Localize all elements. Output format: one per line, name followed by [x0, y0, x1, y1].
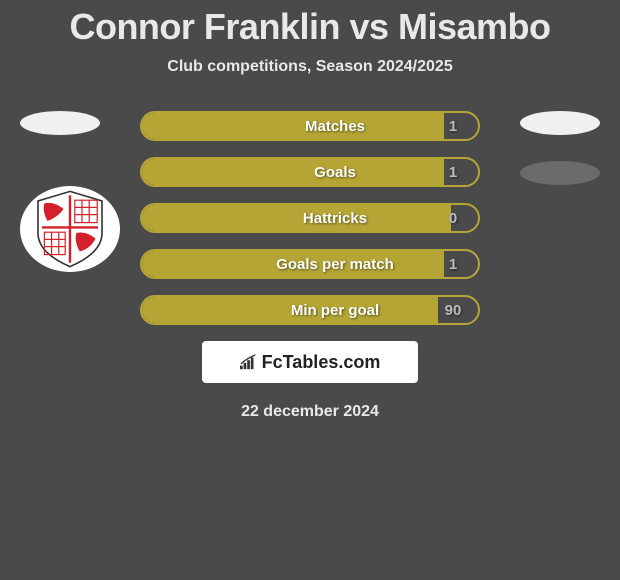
brand-icon: [240, 354, 258, 370]
stat-value: 1: [428, 256, 478, 273]
page-title: Connor Franklin vs Misambo: [0, 0, 620, 48]
stat-bar-2: Hattricks0: [140, 203, 480, 233]
stat-label: Hattricks: [142, 210, 428, 227]
stat-value: 1: [428, 164, 478, 181]
stat-value: 90: [428, 302, 478, 319]
stat-value: 1: [428, 118, 478, 135]
player-left-avatar-1: [20, 111, 100, 135]
stat-label: Goals: [142, 164, 428, 181]
player-right-avatar-1: [520, 111, 600, 135]
stat-label: Min per goal: [142, 302, 428, 319]
team-shield: [28, 189, 112, 269]
stat-bar-3: Goals per match1: [140, 249, 480, 279]
content-area: Matches1Goals1Hattricks0Goals per match1…: [0, 111, 620, 421]
brand-badge: FcTables.com: [202, 341, 418, 383]
stat-bar-1: Goals1: [140, 157, 480, 187]
date-text: 22 december 2024: [0, 403, 620, 421]
stat-bar-0: Matches1: [140, 111, 480, 141]
stat-label: Matches: [142, 118, 428, 135]
stat-label: Goals per match: [142, 256, 428, 273]
brand-text: FcTables.com: [262, 352, 381, 373]
stat-bar-4: Min per goal90: [140, 295, 480, 325]
stats-bars: Matches1Goals1Hattricks0Goals per match1…: [140, 111, 480, 325]
subtitle: Club competitions, Season 2024/2025: [0, 58, 620, 76]
player-right-avatar-2: [520, 161, 600, 185]
stat-value: 0: [428, 210, 478, 227]
